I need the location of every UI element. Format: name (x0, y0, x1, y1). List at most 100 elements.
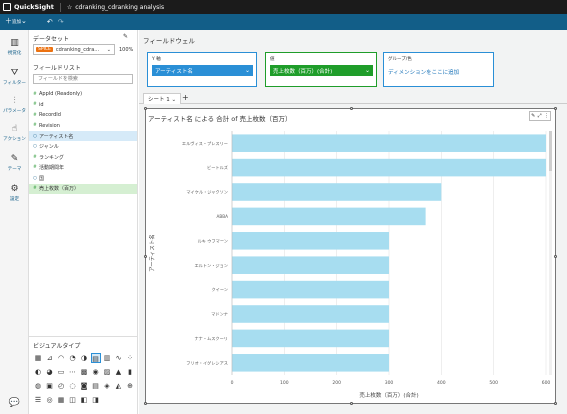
chevron-down-icon: ⌄ (171, 97, 177, 103)
resize-handle[interactable] (350, 107, 353, 110)
field-item[interactable]: # AppId (Readonly) (29, 89, 137, 99)
nav-parameter[interactable]: ⫶ パラメータ (0, 96, 29, 114)
field-name: 国 (39, 175, 45, 182)
nav-filter[interactable]: ⛛ フィルター (0, 68, 29, 86)
heatmap-icon[interactable]: ▩ (80, 368, 88, 376)
nav-action[interactable]: ☝ アクション (0, 124, 29, 142)
scatter-icon[interactable]: ⁘ (127, 354, 133, 362)
field-wells-label: フィールドウェル (143, 37, 195, 45)
area-icon[interactable]: ⊿ (46, 354, 53, 362)
target-icon[interactable]: ◎ (46, 396, 53, 404)
undo-icon[interactable]: ↶ (46, 18, 53, 26)
edit-icon[interactable]: ✎ (531, 113, 536, 119)
x-tick-label: 600 (542, 380, 551, 386)
nav-visualize-label: 視覚化 (7, 51, 22, 56)
list-icon[interactable]: ☰ (34, 396, 42, 404)
expand-icon[interactable]: ⤢ (537, 113, 542, 119)
bar (232, 232, 389, 250)
resize-handle[interactable] (144, 402, 147, 405)
histogram-icon[interactable]: ◧ (80, 396, 88, 404)
nav-feedback[interactable]: 💬 (0, 398, 29, 410)
y-tick-label: ナナ・ムスクーリ (194, 336, 228, 342)
combo-icon[interactable]: ▤ (92, 382, 99, 390)
triangle-icon[interactable]: ▲ (115, 368, 122, 376)
horizontal-bar-icon[interactable]: ▤ (90, 353, 101, 363)
y-axis-field-pill[interactable]: アーティスト名 ⌄ (152, 65, 253, 76)
analysis-title[interactable]: cdranking_cdranking analysis (75, 3, 165, 11)
bar-chart-visual[interactable]: アーティスト名 による 合計 of 売上枚数（百万） ✎ ⤢ ⋮ 0 100 200… (144, 107, 557, 405)
table-icon[interactable]: ▭ (57, 368, 65, 376)
x-tick-label: 0 (231, 380, 234, 386)
data-panel: データセット ✎ SPICE cdranking_cdra... ⌄ 100% … (29, 30, 138, 414)
grid-icon[interactable]: ▦ (57, 396, 65, 404)
field-item[interactable]: ○ アーティスト名 (29, 131, 137, 141)
value-field-pill[interactable]: 売上枚数（百万）(合計) ⌄ (270, 65, 373, 76)
filled-map-icon[interactable]: ◫ (69, 396, 76, 404)
field-search-input[interactable] (33, 74, 133, 84)
nav-settings[interactable]: ⚙ 設定 (0, 184, 29, 202)
pivot-icon[interactable]: ▣ (46, 382, 53, 390)
circle-icon[interactable]: ◌ (69, 382, 76, 390)
chart-title: アーティスト名 による 合計 of 売上枚数（百万） (148, 115, 292, 123)
field-item[interactable]: ○ 国 (29, 173, 137, 183)
star-icon[interactable]: ☆ (66, 3, 73, 11)
dataset-name: cdranking_cdra... (55, 46, 100, 53)
bubble-icon[interactable]: ◉ (92, 368, 99, 376)
field-item[interactable]: # ランキング (29, 152, 137, 162)
x-tick-label: 400 (437, 380, 446, 386)
redo-icon[interactable]: ↷ (57, 18, 64, 26)
add-button[interactable]: ＋追加⌄ (5, 17, 27, 26)
narrative-icon[interactable]: ◨ (92, 396, 99, 404)
resize-handle[interactable] (554, 402, 557, 405)
plus-icon[interactable]: + (182, 93, 189, 102)
value-well[interactable]: 値 売上枚数（百万）(合計) ⌄ (265, 52, 377, 87)
resize-handle[interactable] (350, 402, 353, 405)
kpi-icon[interactable]: ▦ (34, 354, 42, 362)
pie-icon[interactable]: ◔ (69, 354, 76, 362)
spice-percent: 100% (119, 47, 134, 53)
group-color-well[interactable]: グループ/色 ディメンションをここに追加 (383, 52, 494, 87)
field-item[interactable]: # RecordId (29, 110, 137, 120)
sheet-tab-bar: シート 1 ⌄ + (139, 92, 567, 104)
edit-dataset-icon[interactable]: ✎ (123, 33, 129, 40)
y-axis-well[interactable]: Y 軸 アーティスト名 ⌄ (147, 52, 257, 87)
visual-types-panel: ビジュアルタイプ ▦ ⊿ ◠ ◔ ◑ ▤ ▥ ∿ ⁘ ◐ ◕ ▭ ⋯ ▩ ◉ ▨ ▲ ▮ ◍ ▣ ◴ ◌ ◙ ▤ ◈ ◭ ⊕ ☰ ◎ ▦ ◫… (29, 336, 138, 414)
resize-handle[interactable] (144, 107, 147, 110)
arc-icon[interactable]: ◠ (57, 354, 65, 362)
gauge-icon[interactable]: ◐ (34, 368, 42, 376)
field-item[interactable]: ○ ジャンル (29, 142, 137, 152)
value-well-title: 値 (270, 57, 275, 62)
dataset-select[interactable]: SPICE cdranking_cdra... ⌄ (33, 44, 115, 55)
tab-sheet-1[interactable]: シート 1 ⌄ (143, 93, 182, 104)
main-area: フィールドウェル Y 軸 アーティスト名 ⌄ 値 売上枚数（百万）(合計) ⌄ … (139, 30, 567, 414)
field-name: 売上枚数（百万） (39, 186, 80, 192)
column-icon[interactable]: ▮ (128, 368, 132, 376)
x-tick-label: 500 (489, 380, 498, 386)
scrollbar-thumb (549, 131, 552, 171)
field-item[interactable]: # 売上枚数（百万） (29, 183, 137, 194)
more-icon[interactable]: ⋮ (543, 113, 549, 119)
measure-icon: # (33, 154, 37, 160)
group-color-well-title: グループ/色 (388, 57, 412, 62)
map-icon[interactable]: ⊕ (127, 382, 133, 390)
nav-visualize[interactable]: ▥ 視覚化 (0, 38, 29, 56)
resize-handle[interactable] (144, 255, 147, 258)
funnel-icon[interactable]: ◕ (46, 368, 53, 376)
resize-handle[interactable] (554, 255, 557, 258)
line-icon[interactable]: ∿ (115, 354, 122, 362)
radar-icon[interactable]: ◍ (34, 382, 42, 390)
resize-handle[interactable] (554, 107, 557, 110)
vertical-bar-icon[interactable]: ▥ (103, 354, 111, 362)
field-item[interactable]: # 活動期間年 (29, 163, 137, 173)
waterfall-icon[interactable]: ◭ (115, 382, 122, 390)
nav-theme[interactable]: ✎ テーマ (0, 154, 29, 172)
field-item[interactable]: # Revision (29, 121, 137, 131)
field-item[interactable]: # id (29, 100, 137, 110)
dots-icon[interactable]: ⋯ (69, 368, 76, 376)
donut-icon[interactable]: ◑ (80, 354, 88, 362)
stacked-bar-icon[interactable]: ▨ (103, 368, 111, 376)
sankey-icon[interactable]: ◴ (57, 382, 65, 390)
diamond-icon[interactable]: ◈ (104, 382, 110, 390)
left-navigation: ▥ 視覚化 ⛛ フィルター ⫶ パラメータ ☝ アクション ✎ テーマ ⚙ 設定 💬 (0, 30, 29, 414)
box-icon[interactable]: ◙ (80, 382, 88, 390)
